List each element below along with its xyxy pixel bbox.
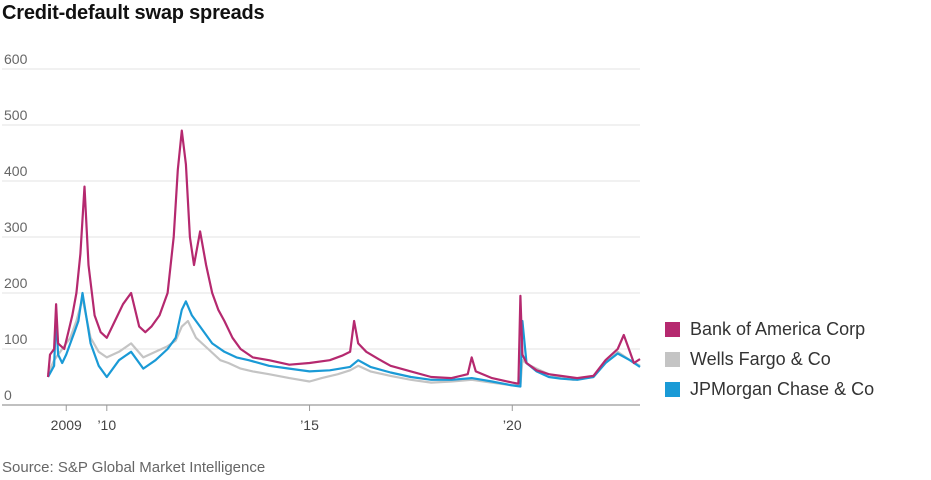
line-chart: 600 500 400 300 200 100 0 2009 ’10 ’15 ’20: [2, 51, 641, 433]
legend-item-jpmorgan: JPMorgan Chase & Co: [665, 374, 874, 404]
x-tick-label: ’10: [97, 417, 116, 433]
y-tick-label: 300: [4, 219, 28, 235]
grid-layer: [2, 68, 640, 406]
legend-item-bank-of-america: Bank of America Corp: [665, 314, 874, 344]
series-line-wells-fargo-co: [46, 297, 641, 387]
legend-label-jpmorgan: JPMorgan Chase & Co: [690, 378, 875, 399]
legend-item-wells-fargo: Wells Fargo & Co: [665, 344, 874, 374]
legend-label-wells-fargo: Wells Fargo & Co: [690, 348, 831, 369]
source-note: Source: S&P Global Market Intelligence: [2, 459, 266, 476]
legend-swatch-jpmorgan: [665, 381, 680, 397]
legend-label-bank-of-america: Bank of America Corp: [690, 318, 866, 339]
x-tick-label: 2009: [51, 417, 82, 433]
y-tick-label: 0: [4, 387, 12, 403]
legend-swatch-bank-of-america: [665, 321, 680, 337]
y-tick-label: 500: [4, 107, 28, 123]
x-tick-label: ’20: [503, 417, 522, 433]
series-layer: [46, 129, 641, 388]
y-tick-label: 100: [4, 331, 28, 347]
y-tick-label: 600: [4, 51, 28, 67]
y-tick-label: 400: [4, 163, 28, 179]
chart-title: Credit-default swap spreads: [2, 2, 265, 24]
x-axis-ticks: 2009 ’10 ’15 ’20: [51, 405, 522, 433]
y-axis-ticks: 600 500 400 300 200 100 0: [4, 51, 28, 403]
legend-swatch-wells-fargo: [665, 351, 680, 367]
x-tick-label: ’15: [300, 417, 319, 433]
legend: Bank of America Corp Wells Fargo & Co JP…: [665, 314, 874, 404]
series-line-bank-of-america-corp: [46, 129, 641, 385]
y-tick-label: 200: [4, 275, 28, 291]
